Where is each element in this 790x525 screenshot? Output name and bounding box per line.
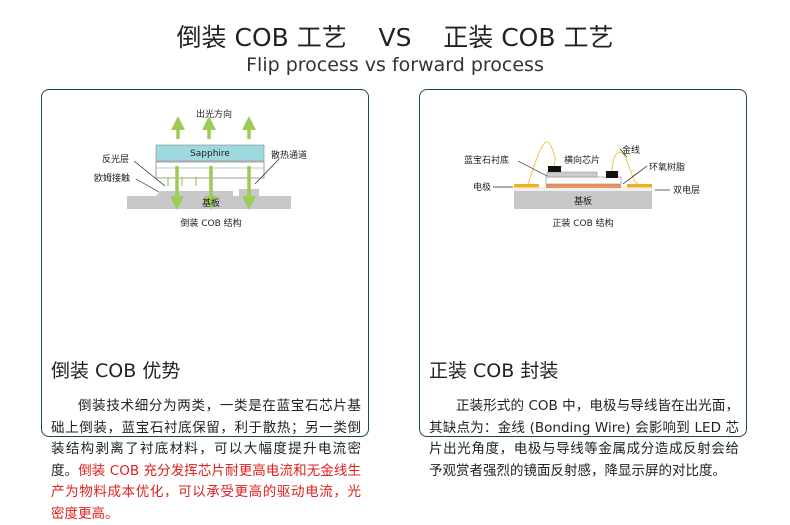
sapphire-layer xyxy=(155,144,265,162)
flip-cob-diagram: Sapphire 出光方向 反光层 欧姆接触 散热通道 基板 倒装 COB 结构 xyxy=(94,108,307,229)
card-text: 倒装技术细分为两类，一类是在蓝宝石芯片基础上倒装，蓝宝石衬底保留，利于散热；另一… xyxy=(51,398,361,522)
electrode-left xyxy=(514,184,539,188)
electrode-label: 电极 xyxy=(473,181,491,193)
gold-wire-label: 金线 xyxy=(622,144,640,156)
ohmic-label: 欧姆接触 xyxy=(94,172,130,184)
epoxy-label: 环氧树脂 xyxy=(649,161,685,173)
page-title: 倒装 COB 工艺 VS 正装 COB 工艺 xyxy=(176,23,614,52)
highlight-text: 倒装 COB 充分发挥芯片耐更高电流和无金线生产为物料成本优化，可以承受更高的驱… xyxy=(51,462,361,522)
sapphire-substrate xyxy=(545,176,622,185)
pad xyxy=(548,166,561,172)
forward-cob-card: 蓝宝石衬底 横向芯片 金线 环氧树脂 电极 双电层 基板 正装 COB 结构 正… xyxy=(419,89,747,479)
card-heading: 倒装 COB 优势 xyxy=(51,360,181,382)
light-arrows xyxy=(170,116,256,210)
light-direction-label: 出光方向 xyxy=(196,108,232,120)
reflective-label: 反光层 xyxy=(102,153,129,165)
electrode-right xyxy=(627,184,652,188)
forward-cob-diagram: 蓝宝石衬底 横向芯片 金线 环氧树脂 电极 双电层 基板 正装 COB 结构 xyxy=(464,141,700,229)
sapphire-label: Sapphire xyxy=(190,149,230,159)
substrate xyxy=(514,191,652,209)
gold-wires xyxy=(527,141,639,185)
substrate-label: 基板 xyxy=(202,197,220,209)
page-subtitle: Flip process vs forward process xyxy=(246,54,544,76)
double-layer-label: 双电层 xyxy=(673,184,700,196)
substrate-label: 基板 xyxy=(574,195,592,207)
pad xyxy=(606,171,618,178)
chip xyxy=(546,171,598,178)
card-text: 正装形式的 COB 中，电极与导线皆在出光面，其缺点为：金线 (Bonding … xyxy=(429,398,739,479)
epoxy xyxy=(546,184,621,188)
heat-channel-label: 散热通道 xyxy=(271,149,307,161)
diagram-caption: 倒装 COB 结构 xyxy=(180,217,241,229)
chip-label: 横向芯片 xyxy=(564,154,600,166)
flip-cob-card: Sapphire 出光方向 反光层 欧姆接触 散热通道 基板 倒装 COB 结构… xyxy=(41,89,369,522)
diagram-caption: 正装 COB 结构 xyxy=(552,217,613,229)
sapphire-substrate-label: 蓝宝石衬底 xyxy=(464,154,509,166)
card-heading: 正装 COB 封装 xyxy=(429,360,559,382)
